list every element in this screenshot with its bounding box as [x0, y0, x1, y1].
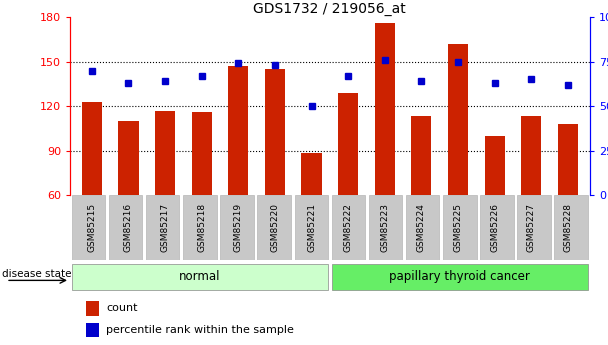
Bar	[302, 154, 322, 195]
Text: GSM85221: GSM85221	[307, 203, 316, 252]
Text: GSM85225: GSM85225	[454, 203, 463, 252]
Text: GSM85220: GSM85220	[271, 203, 280, 252]
Bar	[192, 112, 212, 195]
Text: GSM85224: GSM85224	[417, 203, 426, 252]
Bar	[183, 195, 216, 260]
Bar	[411, 117, 432, 195]
Bar	[332, 195, 365, 260]
Bar	[265, 69, 285, 195]
Bar	[228, 66, 249, 195]
Bar	[257, 195, 291, 260]
Bar	[406, 195, 440, 260]
Bar	[72, 195, 105, 260]
Text: percentile rank within the sample: percentile rank within the sample	[106, 325, 294, 335]
Bar	[146, 195, 179, 260]
Bar	[485, 136, 505, 195]
Bar	[375, 23, 395, 195]
Text: GSM85218: GSM85218	[197, 203, 206, 252]
Text: GSM85228: GSM85228	[563, 203, 572, 252]
Bar	[480, 195, 514, 260]
Text: GSM85223: GSM85223	[380, 203, 389, 252]
Bar	[338, 93, 358, 195]
Bar	[294, 195, 328, 260]
Bar	[119, 121, 139, 195]
Bar	[332, 264, 588, 290]
Text: GSM85226: GSM85226	[490, 203, 499, 252]
Bar	[521, 117, 541, 195]
Bar	[443, 195, 477, 260]
Text: GSM85222: GSM85222	[344, 203, 353, 252]
Text: normal: normal	[179, 270, 221, 283]
Text: papillary thyroid cancer: papillary thyroid cancer	[389, 270, 530, 283]
Bar	[86, 301, 98, 316]
Text: disease state: disease state	[1, 269, 71, 279]
Text: GSM85227: GSM85227	[527, 203, 536, 252]
Text: GSM85216: GSM85216	[124, 203, 133, 252]
Text: GSM85215: GSM85215	[88, 203, 97, 252]
Bar	[109, 195, 142, 260]
Text: GSM85217: GSM85217	[161, 203, 170, 252]
Text: count: count	[106, 303, 138, 313]
Bar	[448, 44, 468, 195]
Bar	[220, 195, 254, 260]
Text: GSM85219: GSM85219	[234, 203, 243, 252]
Bar	[155, 110, 175, 195]
Bar	[86, 323, 98, 337]
Bar	[82, 102, 102, 195]
Title: GDS1732 / 219056_at: GDS1732 / 219056_at	[254, 2, 406, 16]
Bar	[369, 195, 402, 260]
Bar	[554, 195, 588, 260]
Bar	[72, 264, 328, 290]
Bar	[558, 124, 578, 195]
Bar	[517, 195, 551, 260]
